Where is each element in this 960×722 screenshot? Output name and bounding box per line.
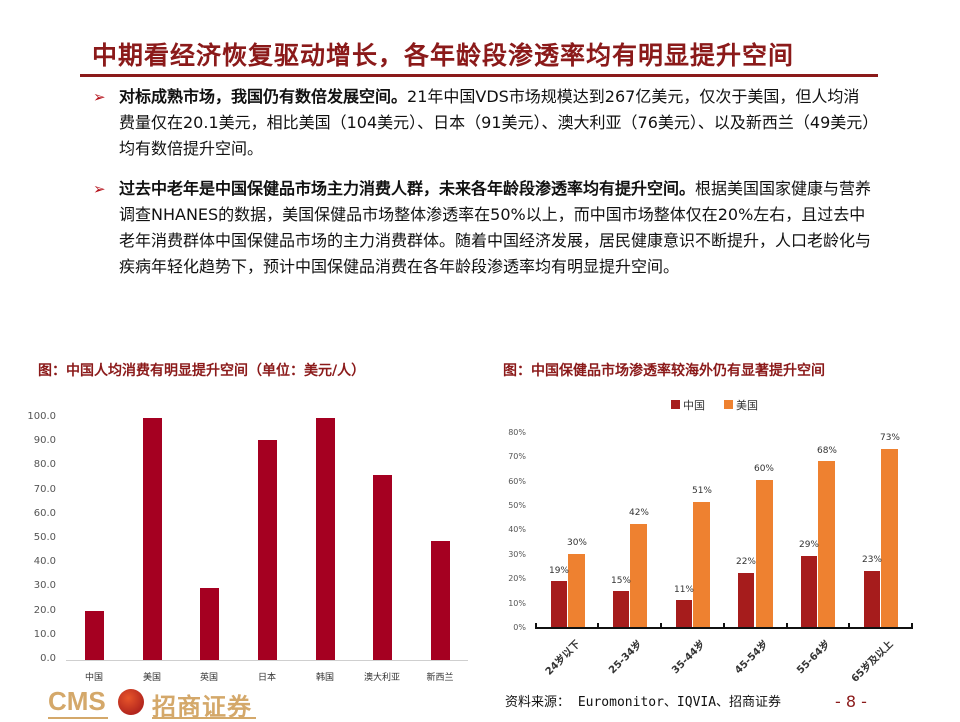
y-tick: 80.0 — [33, 459, 56, 470]
bar-uk — [200, 588, 219, 660]
y-tick: 40.0 — [33, 556, 56, 567]
x-label: 新西兰 — [426, 673, 454, 683]
arrow-right-icon: ➢ — [93, 88, 106, 106]
x-label: 美国 — [142, 673, 161, 683]
page-title: 中期看经济恢复驱动增长，各年龄段渗透率均有明显提升空间 — [92, 41, 795, 70]
y-tick: 70% — [508, 452, 526, 461]
bar-australia — [373, 475, 392, 660]
x-label: 澳大利亚 — [363, 673, 400, 683]
value-label: 23% — [861, 555, 882, 565]
chart-1: 100.0 90.0 80.0 70.0 60.0 50.0 40.0 30.0… — [0, 0, 480, 700]
y-tick: 30.0 — [33, 580, 56, 591]
y-tick: 0.0 — [40, 653, 56, 664]
bar-china — [85, 611, 104, 660]
value-label: 29% — [798, 540, 819, 550]
bullet-2-body: 根据美国国家健康与营养调查NHANES的数据，美国保健品市场整体渗透率在50%以… — [119, 179, 872, 276]
x-label: 中国 — [84, 673, 103, 683]
value-label: 73% — [879, 433, 900, 443]
value-label: 22% — [735, 557, 756, 567]
company-logo: CMS 招商证券 — [48, 686, 258, 721]
x-label: 日本 — [257, 673, 276, 683]
y-tick: 60% — [508, 477, 526, 486]
bullet-1-body: 21年中国VDS市场规模达到267亿美元，仅次于美国，但人均消费量仅在20.1美… — [119, 87, 871, 158]
logo-emblem-icon — [118, 689, 144, 715]
bar-usa-25-34 — [630, 524, 647, 627]
bar-newzealand — [431, 541, 450, 660]
x-axis — [66, 660, 468, 661]
bar-china-35-44 — [676, 600, 692, 627]
y-tick: 40% — [508, 525, 526, 534]
value-label: 42% — [628, 508, 649, 518]
y-tick: 50% — [508, 501, 526, 510]
value-label: 19% — [548, 566, 569, 576]
logo-chinese-name: 招商证券 — [152, 692, 252, 721]
bar-usa-24-under — [568, 554, 585, 627]
bar-china-65-plus — [864, 571, 880, 627]
value-label: 15% — [610, 576, 631, 586]
bar-china-45-54 — [738, 573, 754, 627]
bar-usa-35-44 — [693, 502, 710, 627]
y-tick: 50.0 — [33, 532, 56, 543]
chart-2-title: 图：中国保健品市场渗透率较海外仍有显著提升空间 — [503, 363, 825, 379]
value-label: 11% — [673, 585, 694, 595]
legend-swatch-china — [671, 400, 680, 409]
y-tick: 10.0 — [33, 629, 56, 640]
x-axis — [535, 627, 913, 629]
y-tick: 20.0 — [33, 605, 56, 616]
arrow-right-icon: ➢ — [93, 180, 106, 198]
legend-label-china: 中国 — [683, 399, 705, 412]
bar-china-25-34 — [613, 591, 629, 627]
logo-underline — [48, 717, 108, 719]
value-label: 60% — [753, 464, 774, 474]
value-label: 30% — [566, 538, 587, 548]
bar-usa-55-64 — [818, 461, 835, 627]
value-label: 68% — [816, 446, 837, 456]
bar-usa-65-plus — [881, 449, 898, 627]
bullet-1-heading: 对标成熟市场，我国仍有数倍发展空间。 — [119, 87, 408, 106]
x-tick — [597, 623, 599, 628]
bar-china-55-64 — [801, 556, 817, 627]
chart-1-title: 图：中国人均消费有明显提升空间（单位：美元/人） — [38, 363, 366, 379]
title-divider — [80, 74, 878, 77]
y-tick: 20% — [508, 574, 526, 583]
bar-korea — [316, 418, 335, 660]
legend-swatch-usa — [724, 400, 733, 409]
legend-label-usa: 美国 — [736, 399, 758, 412]
y-tick: 60.0 — [33, 508, 56, 519]
value-label: 51% — [691, 486, 712, 496]
source-note: 资料来源： Euromonitor、IQVIA、招商证券 — [505, 695, 782, 710]
x-tick — [723, 623, 725, 628]
y-tick: 90.0 — [33, 435, 56, 446]
y-tick: 0% — [513, 623, 526, 632]
y-tick: 10% — [508, 599, 526, 608]
x-tick — [660, 623, 662, 628]
x-tick — [848, 623, 850, 628]
bar-japan — [258, 440, 277, 660]
logo-text: CMS — [48, 686, 106, 716]
y-tick: 80% — [508, 428, 526, 437]
bar-usa-45-54 — [756, 480, 773, 627]
bullet-1: ➢ 对标成熟市场，我国仍有数倍发展空间。21年中国VDS市场规模达到267亿美元… — [93, 84, 875, 162]
bullet-2-heading: 过去中老年是中国保健品市场主力消费人群，未来各年龄段渗透率均有提升空间。 — [119, 179, 696, 198]
x-label: 韩国 — [315, 673, 334, 683]
x-tick — [786, 623, 788, 628]
logo-underline — [152, 717, 256, 719]
page-number: - 8 - — [835, 692, 867, 711]
y-tick: 70.0 — [33, 484, 56, 495]
y-tick: 100.0 — [27, 411, 56, 422]
x-label: 英国 — [199, 673, 218, 683]
x-tick — [911, 623, 913, 628]
bullet-2: ➢ 过去中老年是中国保健品市场主力消费人群，未来各年龄段渗透率均有提升空间。根据… — [93, 176, 875, 280]
chart-2: 中国 美国 — [480, 380, 960, 700]
bar-china-24-under — [551, 581, 567, 627]
bar-usa — [143, 418, 162, 660]
x-tick — [535, 623, 537, 628]
y-tick: 30% — [508, 550, 526, 559]
